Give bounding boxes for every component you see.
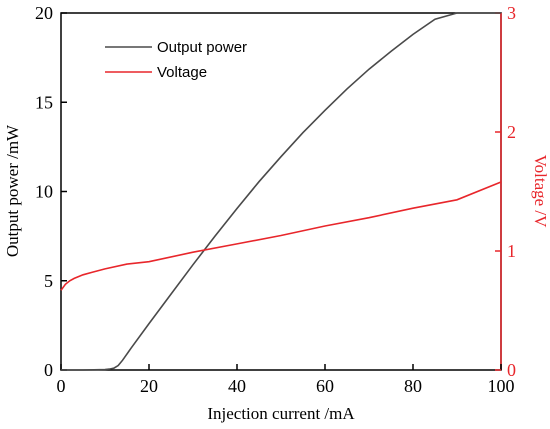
- right-y-axis-ticks: 0 1 2 3: [495, 3, 516, 380]
- series-line-output-power: [61, 12, 501, 371]
- x-axis-label: Injection current /mA: [207, 404, 355, 423]
- legend: Output power Voltage: [105, 39, 247, 81]
- left-y-axis-label: Output power /mW: [3, 124, 22, 257]
- x-tick-label: 80: [404, 376, 422, 396]
- series-layer: [60, 12, 502, 371]
- x-tick-label: 40: [228, 376, 246, 396]
- left-y-axis-ticks: 0 5 10 15 20: [35, 3, 67, 380]
- x-axis-ticks: 0 20 40 60 80 100: [57, 364, 515, 396]
- right-y-axis-label: Voltage /V: [531, 155, 550, 229]
- left-y-tick-label: 15: [35, 92, 53, 112]
- series-line-voltage: [60, 181, 502, 291]
- right-y-tick-label: 2: [507, 122, 516, 142]
- x-tick-label: 60: [316, 376, 334, 396]
- legend-label-voltage: Voltage: [157, 64, 207, 81]
- x-tick-label: 100: [488, 376, 515, 396]
- left-y-tick-label: 10: [35, 182, 53, 202]
- x-tick-label: 20: [140, 376, 158, 396]
- left-y-tick-label: 20: [35, 3, 53, 23]
- right-y-tick-label: 0: [507, 360, 516, 380]
- left-y-tick-label: 5: [44, 271, 53, 291]
- left-y-tick-label: 0: [44, 360, 53, 380]
- legend-label-output-power: Output power: [157, 39, 247, 56]
- right-y-tick-label: 3: [507, 3, 516, 23]
- right-y-tick-label: 1: [507, 241, 516, 261]
- x-tick-label: 0: [57, 376, 66, 396]
- plot-frame: [60, 12, 502, 371]
